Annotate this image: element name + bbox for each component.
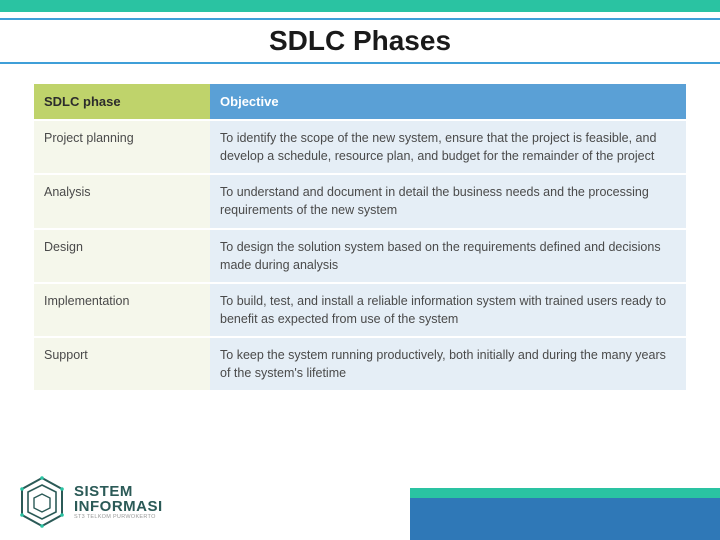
table-header-row: SDLC phase Objective [34, 84, 686, 119]
logo-line-2: INFORMASI [74, 499, 163, 514]
sdlc-table-wrap: SDLC phase Objective Project planning To… [34, 84, 686, 390]
logo-tagline: ST3 TELKOM PURWOKERTO [74, 514, 163, 520]
objective-cell: To keep the system running productively,… [210, 336, 686, 390]
table-row: Implementation To build, test, and insta… [34, 282, 686, 336]
col-header-objective: Objective [210, 84, 686, 119]
footer-bar-green [410, 488, 720, 498]
objective-cell: To design the solution system based on t… [210, 228, 686, 282]
title-inner: SDLC Phases [0, 18, 720, 64]
objective-cell: To identify the scope of the new system,… [210, 119, 686, 173]
sdlc-table: SDLC phase Objective Project planning To… [34, 84, 686, 390]
col-header-phase: SDLC phase [34, 84, 210, 119]
logo-text-block: SISTEM INFORMASI ST3 TELKOM PURWOKERTO [74, 484, 163, 520]
phase-cell: Project planning [34, 119, 210, 173]
top-accent-bar [0, 0, 720, 12]
objective-cell: To understand and document in detail the… [210, 173, 686, 227]
table-row: Design To design the solution system bas… [34, 228, 686, 282]
table-row: Analysis To understand and document in d… [34, 173, 686, 227]
table-body: Project planning To identify the scope o… [34, 119, 686, 390]
phase-cell: Design [34, 228, 210, 282]
logo-block: SISTEM INFORMASI ST3 TELKOM PURWOKERTO [18, 476, 163, 528]
title-bar: SDLC Phases [0, 12, 720, 66]
table-row: Support To keep the system running produ… [34, 336, 686, 390]
phase-cell: Implementation [34, 282, 210, 336]
table-row: Project planning To identify the scope o… [34, 119, 686, 173]
objective-cell: To build, test, and install a reliable i… [210, 282, 686, 336]
logo-line-1: SISTEM [74, 484, 163, 499]
phase-cell: Analysis [34, 173, 210, 227]
footer-accent-bars [410, 488, 720, 540]
footer: SISTEM INFORMASI ST3 TELKOM PURWOKERTO [0, 450, 720, 540]
page-title: SDLC Phases [269, 25, 451, 57]
hex-logo-icon [18, 476, 66, 528]
footer-bar-blue [410, 498, 720, 540]
phase-cell: Support [34, 336, 210, 390]
